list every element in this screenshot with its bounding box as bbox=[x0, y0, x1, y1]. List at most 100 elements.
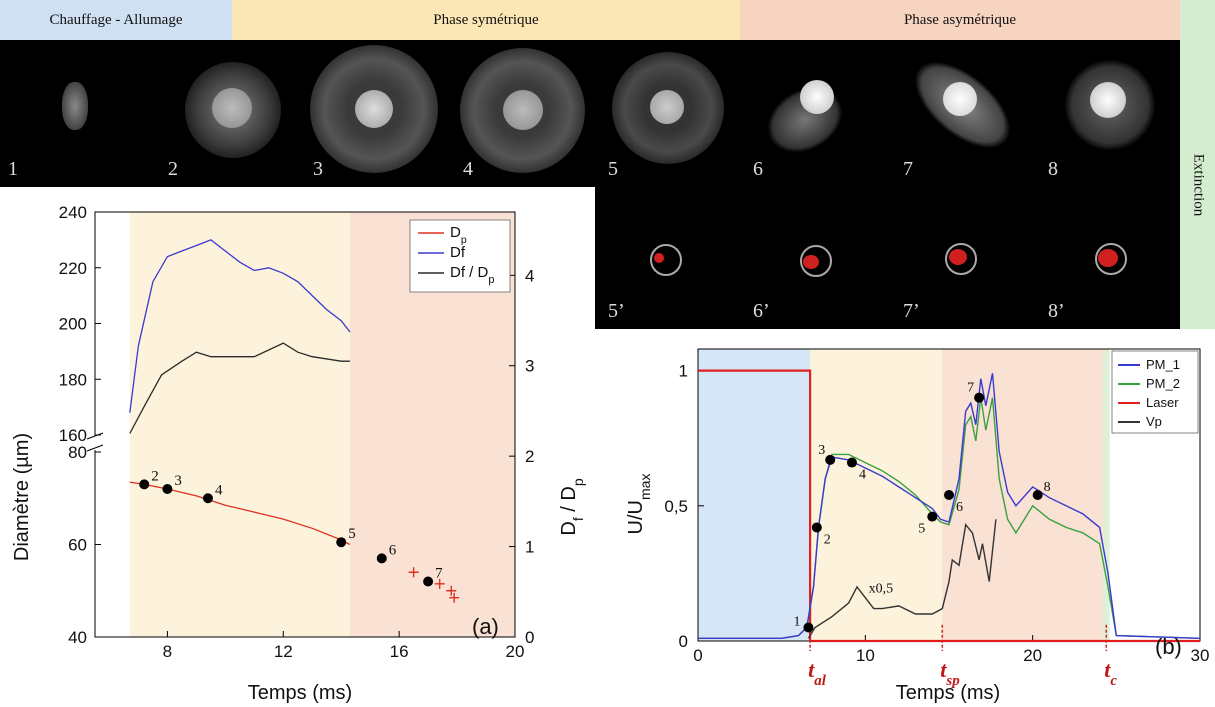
frame-7: 7 bbox=[895, 40, 1040, 187]
chart-a-xlabel: Temps (ms) bbox=[248, 682, 352, 704]
series-line-df bbox=[129, 239, 351, 413]
series-line-vp bbox=[807, 519, 997, 639]
x-tick-label: 30 bbox=[1191, 646, 1210, 665]
extinction-band: Extinction bbox=[1180, 40, 1215, 329]
data-point bbox=[803, 622, 814, 633]
shaded-region bbox=[942, 349, 1103, 641]
droplet bbox=[355, 90, 393, 128]
data-point-label: 6 bbox=[956, 500, 963, 515]
data-point-label: 7 bbox=[967, 381, 974, 396]
chart-b: 0 10 20 30 0 0,5 1 tal tsp tc x0,5 1 2 3 4 5 6 7 8 PM_1 P… bbox=[625, 348, 1210, 704]
x-tick-label: 12 bbox=[274, 642, 293, 661]
frame-label: 1 bbox=[8, 158, 18, 180]
y-tick-label: 80 bbox=[68, 443, 87, 462]
data-point-label: 2 bbox=[151, 468, 159, 484]
axis-break-mark bbox=[86, 432, 104, 440]
data-point-label: 5 bbox=[918, 522, 925, 537]
droplet-outline bbox=[650, 244, 682, 276]
data-point bbox=[376, 553, 387, 564]
data-point bbox=[162, 484, 173, 494]
frames-bottom-strip bbox=[595, 187, 1180, 329]
time-marker-label: tal bbox=[808, 657, 827, 689]
frame-8: 8 bbox=[1040, 40, 1185, 187]
droplet bbox=[212, 88, 252, 128]
series-line-laser bbox=[698, 369, 1200, 643]
droplet bbox=[800, 80, 834, 114]
y-tick-label: 220 bbox=[59, 259, 87, 278]
legend-label: PM_2 bbox=[1146, 376, 1180, 391]
frame-2: 2 bbox=[160, 40, 305, 187]
droplet-outline bbox=[1095, 243, 1127, 275]
frame-label: 6’ bbox=[753, 300, 770, 322]
data-point-label: 8 bbox=[1044, 480, 1051, 495]
band-label: Phase asymétrique bbox=[903, 11, 1017, 28]
droplet-outline bbox=[800, 245, 832, 277]
data-point bbox=[927, 511, 938, 522]
y2-tick-label: 3 bbox=[525, 357, 534, 376]
x-tick-label: 0 bbox=[693, 646, 702, 665]
frame-6-prime: 6’ bbox=[745, 187, 890, 329]
detected-spot bbox=[949, 249, 967, 265]
y-tick-label: 240 bbox=[59, 203, 87, 222]
band-label: Chauffage - Allumage bbox=[49, 11, 183, 28]
y-tick-label: 180 bbox=[59, 370, 87, 389]
detected-spot bbox=[803, 255, 819, 269]
legend-label: Dp bbox=[450, 224, 467, 246]
data-point-label: 5 bbox=[348, 526, 356, 542]
data-point bbox=[202, 493, 213, 504]
extinction-label: Extinction bbox=[1190, 153, 1206, 216]
legend-label: Df / Dp bbox=[450, 264, 494, 286]
frame-6: 6 bbox=[745, 40, 890, 187]
chart-a-ylabel-right: Df / Dp bbox=[558, 478, 586, 535]
data-cross bbox=[449, 592, 460, 603]
band-label: Phase symétrique bbox=[433, 11, 539, 28]
chart-a-panel-label: (a) bbox=[472, 614, 499, 639]
data-cross bbox=[446, 585, 457, 596]
frame-3: 3 bbox=[305, 40, 450, 187]
data-point bbox=[974, 392, 985, 403]
y-tick-label: 0 bbox=[679, 632, 688, 651]
data-cross bbox=[408, 567, 419, 578]
frame-label: 8’ bbox=[1048, 300, 1065, 322]
data-point bbox=[846, 457, 857, 468]
legend-label: Vp bbox=[1146, 414, 1162, 429]
data-point bbox=[336, 537, 347, 548]
data-point-label: 1 bbox=[793, 614, 800, 629]
frame-label: 8 bbox=[1048, 158, 1058, 180]
shaded-region bbox=[810, 349, 943, 641]
axis-break-mark bbox=[86, 444, 104, 452]
data-point bbox=[825, 454, 836, 465]
y2-tick-label: 0 bbox=[525, 628, 534, 647]
y2-tick-label: 4 bbox=[525, 266, 534, 285]
data-cross bbox=[434, 578, 445, 589]
x-tick-label: 20 bbox=[506, 642, 525, 661]
droplet bbox=[650, 90, 684, 124]
frame-label: 4 bbox=[463, 158, 473, 180]
series-line-dfdp bbox=[129, 342, 350, 434]
band-extinction-top bbox=[1180, 0, 1215, 40]
y-tick-label: 1 bbox=[679, 362, 688, 381]
detected-spot bbox=[1098, 249, 1118, 267]
droplet bbox=[943, 82, 977, 116]
data-point bbox=[139, 479, 150, 490]
x-tick-label: 20 bbox=[1023, 646, 1042, 665]
band-symmetric: Phase symétrique bbox=[232, 0, 740, 40]
droplet-outline bbox=[945, 243, 977, 275]
frame-label: 5 bbox=[608, 158, 618, 180]
x-tick-label: 10 bbox=[856, 646, 875, 665]
data-point bbox=[811, 522, 822, 533]
droplet bbox=[1090, 82, 1126, 118]
time-marker-label: tc bbox=[1104, 657, 1117, 689]
series-line-dp bbox=[129, 481, 351, 546]
band-heating: Chauffage - Allumage bbox=[0, 0, 232, 40]
y2-tick-label: 1 bbox=[525, 538, 534, 557]
detected-spot bbox=[654, 253, 664, 263]
legend-box bbox=[409, 219, 511, 293]
chart-a-ylabel: Diamètre (µm) bbox=[11, 433, 33, 561]
legend-label: Laser bbox=[1146, 395, 1179, 410]
y-tick-label: 200 bbox=[59, 315, 87, 334]
shaded-region bbox=[1102, 349, 1110, 641]
chart-b-xlabel: Temps (ms) bbox=[896, 682, 1000, 704]
frame-label: 6 bbox=[753, 158, 763, 180]
